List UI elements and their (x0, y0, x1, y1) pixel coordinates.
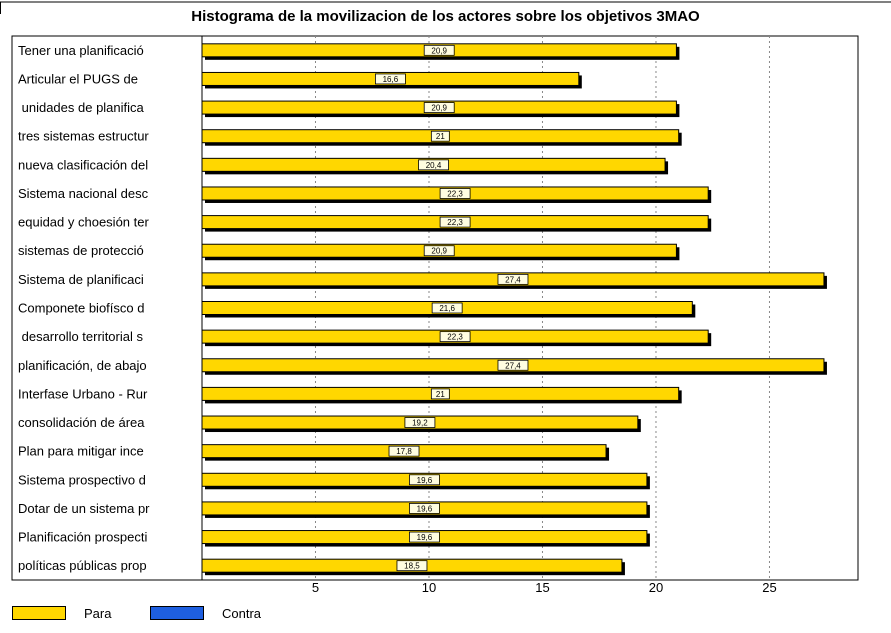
data-label: 27,4 (505, 275, 521, 284)
data-label-box (430, 388, 450, 400)
data-label-box (409, 531, 440, 543)
legend-swatch-contra (150, 606, 204, 620)
data-label-box (423, 44, 455, 56)
x-tick-label: 10 (422, 580, 436, 595)
data-label: 20,4 (426, 161, 442, 170)
data-label-box (439, 188, 471, 199)
data-label-box (396, 560, 428, 572)
data-label-box (404, 417, 436, 428)
category-label: planificación, de abajo (18, 358, 147, 373)
data-label: 18,5 (404, 562, 420, 571)
legend-item-contra: Contra (150, 604, 261, 622)
data-label: 20,9 (431, 46, 447, 55)
data-label-box (497, 359, 529, 371)
data-label: 22,3 (447, 189, 463, 198)
data-label-box (431, 302, 463, 314)
data-label: 22,3 (447, 333, 463, 342)
data-label: 21,6 (439, 304, 455, 313)
data-label-box (430, 130, 450, 142)
category-label: Tener una planificació (18, 43, 144, 58)
data-label-box (418, 159, 449, 171)
data-label: 19,2 (412, 419, 428, 428)
data-label: 22,3 (447, 218, 463, 227)
category-label: Sistema de planificaci (18, 272, 144, 287)
x-tick-label: 25 (762, 580, 776, 595)
data-label-box (423, 245, 455, 257)
category-label: consolidación de área (18, 415, 145, 430)
category-label: Interfase Urbano - Rur (18, 386, 148, 401)
x-tick-label: 15 (535, 580, 549, 595)
data-label: 21 (436, 390, 445, 399)
legend-item-para: Para (12, 604, 111, 622)
data-label-box (375, 73, 406, 85)
legend-swatch-para (12, 606, 66, 620)
data-label: 17,8 (396, 447, 412, 456)
category-label: Articular el PUGS de (18, 71, 138, 86)
category-label: Dotar de un sistema pr (18, 501, 150, 516)
data-label-box (409, 503, 440, 514)
data-label-box (497, 273, 529, 285)
chart-title: Histograma de la movilizacion de los act… (191, 8, 700, 25)
x-tick-label: 5 (312, 580, 319, 595)
data-label: 20,9 (431, 247, 447, 256)
data-label: 21 (436, 132, 445, 141)
data-label-box (388, 445, 420, 457)
x-tick-label: 20 (649, 580, 663, 595)
category-label: equidad y choesión ter (18, 215, 149, 230)
data-label-box (409, 474, 440, 486)
data-label: 16,6 (383, 75, 399, 84)
plot-frame (11, 35, 859, 581)
category-label: Plan para mitigar ince (18, 444, 144, 459)
category-label: políticas públicas prop (18, 558, 147, 573)
data-label: 27,4 (505, 361, 521, 370)
category-label: Planificación prospecti (18, 530, 147, 545)
data-label-box (439, 216, 471, 228)
data-label-box (423, 102, 455, 113)
category-label: Componete biofísco d (18, 301, 144, 316)
category-label: unidades de planifica (18, 100, 145, 115)
legend-label-contra: Contra (222, 605, 262, 621)
data-label: 20,9 (431, 104, 447, 113)
category-label: Sistema nacional desc (18, 186, 149, 201)
data-label: 19,6 (417, 533, 433, 542)
category-label: nueva clasificación del (18, 157, 148, 172)
category-label: tres sistemas estructur (18, 129, 149, 144)
category-label: desarrollo territorial s (18, 329, 143, 344)
legend-label-para: Para (84, 605, 112, 621)
data-label-box (439, 331, 471, 343)
category-label: sistemas de protecció (18, 243, 144, 258)
category-label: Sistema prospectivo d (18, 472, 146, 487)
data-label: 19,6 (417, 476, 433, 485)
data-label: 19,6 (417, 504, 433, 513)
